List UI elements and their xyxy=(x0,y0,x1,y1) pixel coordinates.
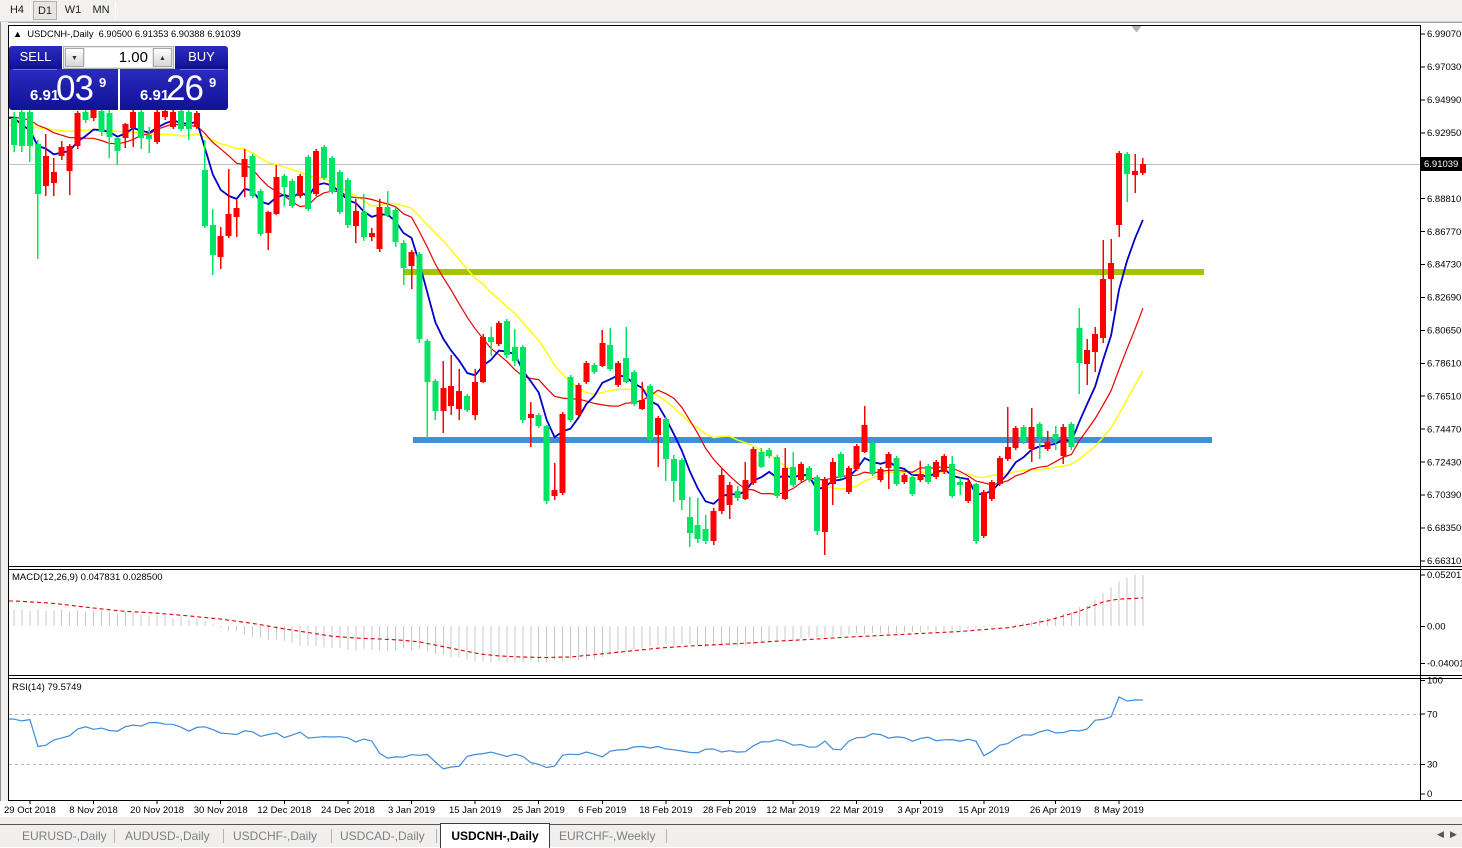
svg-text:30: 30 xyxy=(1427,760,1438,771)
svg-text:3 Jan 2019: 3 Jan 2019 xyxy=(388,805,435,816)
svg-text:6.99070: 6.99070 xyxy=(1427,29,1461,40)
svg-text:6.82690: 6.82690 xyxy=(1427,293,1461,304)
svg-text:0.052015: 0.052015 xyxy=(1427,570,1462,581)
svg-text:18 Feb 2019: 18 Feb 2019 xyxy=(639,805,692,816)
svg-text:22 Mar 2019: 22 Mar 2019 xyxy=(830,805,883,816)
svg-text:8 May 2019: 8 May 2019 xyxy=(1094,805,1144,816)
svg-text:6.74470: 6.74470 xyxy=(1427,424,1461,435)
svg-text:6.97030: 6.97030 xyxy=(1427,62,1461,73)
svg-text:-0.040019: -0.040019 xyxy=(1427,659,1462,670)
svg-text:6.72430: 6.72430 xyxy=(1427,457,1461,468)
svg-text:0.00: 0.00 xyxy=(1427,622,1446,633)
svg-text:6.91039: 6.91039 xyxy=(1424,159,1458,170)
svg-text:8 Nov 2018: 8 Nov 2018 xyxy=(69,805,118,816)
svg-text:6.78610: 6.78610 xyxy=(1427,359,1461,370)
svg-text:6.68350: 6.68350 xyxy=(1427,523,1461,534)
svg-text:0: 0 xyxy=(1427,789,1432,800)
svg-text:12 Mar 2019: 12 Mar 2019 xyxy=(766,805,819,816)
svg-text:▲ USDCNH-,Daily 6.90500 6.91: ▲ USDCNH-,Daily 6.90500 6.91353 6.90388 … xyxy=(13,29,241,39)
svg-text:6.88810: 6.88810 xyxy=(1427,194,1461,205)
svg-text:100: 100 xyxy=(1427,676,1443,687)
svg-text:6.92950: 6.92950 xyxy=(1427,128,1461,139)
svg-text:6.86770: 6.86770 xyxy=(1427,227,1461,238)
svg-text:6.70390: 6.70390 xyxy=(1427,490,1461,501)
svg-text:20 Nov 2018: 20 Nov 2018 xyxy=(130,805,184,816)
svg-text:26 Apr 2019: 26 Apr 2019 xyxy=(1030,805,1081,816)
svg-text:24 Dec 2018: 24 Dec 2018 xyxy=(321,805,375,816)
svg-text:28 Feb 2019: 28 Feb 2019 xyxy=(703,805,756,816)
svg-text:MACD(12,26,9) 0.047831 0.02850: MACD(12,26,9) 0.047831 0.028500 xyxy=(12,572,163,583)
svg-text:6 Feb 2019: 6 Feb 2019 xyxy=(578,805,626,816)
svg-text:25 Jan 2019: 25 Jan 2019 xyxy=(513,805,565,816)
svg-text:6.66310: 6.66310 xyxy=(1427,556,1461,567)
svg-text:70: 70 xyxy=(1427,709,1438,720)
svg-text:12 Dec 2018: 12 Dec 2018 xyxy=(257,805,311,816)
svg-text:RSI(14) 79.5749: RSI(14) 79.5749 xyxy=(12,682,82,693)
svg-text:15 Apr 2019: 15 Apr 2019 xyxy=(958,805,1009,816)
svg-text:6.80650: 6.80650 xyxy=(1427,326,1461,337)
svg-text:15 Jan 2019: 15 Jan 2019 xyxy=(449,805,501,816)
svg-text:6.94990: 6.94990 xyxy=(1427,95,1461,106)
svg-text:29 Oct 2018: 29 Oct 2018 xyxy=(4,805,56,816)
svg-text:3 Apr 2019: 3 Apr 2019 xyxy=(897,805,943,816)
svg-text:6.84730: 6.84730 xyxy=(1427,260,1461,271)
svg-text:6.76510: 6.76510 xyxy=(1427,391,1461,402)
svg-text:30 Nov 2018: 30 Nov 2018 xyxy=(194,805,248,816)
